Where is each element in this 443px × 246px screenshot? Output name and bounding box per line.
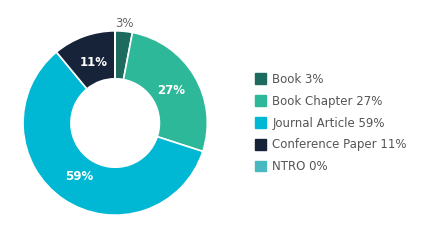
Text: 27%: 27% bbox=[157, 84, 185, 97]
Wedge shape bbox=[56, 31, 115, 89]
Wedge shape bbox=[23, 52, 203, 215]
Text: 3%: 3% bbox=[115, 17, 134, 31]
Text: 59%: 59% bbox=[65, 170, 93, 183]
Legend: Book 3%, Book Chapter 27%, Journal Article 59%, Conference Paper 11%, NTRO 0%: Book 3%, Book Chapter 27%, Journal Artic… bbox=[255, 73, 407, 173]
Wedge shape bbox=[115, 31, 132, 79]
Wedge shape bbox=[124, 32, 207, 152]
Text: 11%: 11% bbox=[79, 56, 107, 69]
